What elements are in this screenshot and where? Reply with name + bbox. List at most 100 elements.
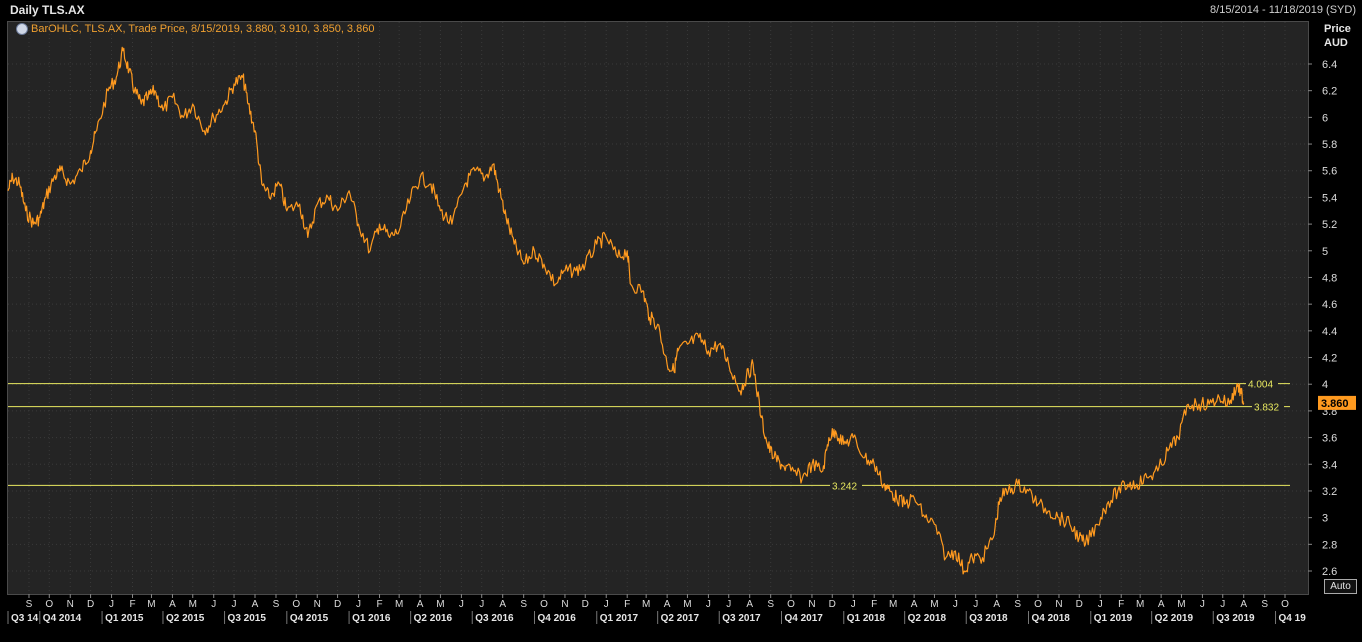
y-tick-label: 5 <box>1322 246 1328 258</box>
month-tick-label: J <box>1098 599 1103 610</box>
last-price-badge <box>1318 395 1356 410</box>
month-tick-label: J <box>851 599 856 610</box>
month-tick-label: N <box>561 599 568 610</box>
month-tick-label: O <box>1034 599 1042 610</box>
month-tick-label: N <box>67 599 74 610</box>
month-tick-label: M <box>395 599 403 610</box>
month-tick-label: J <box>953 599 958 610</box>
month-tick-label: N <box>314 599 321 610</box>
month-tick-label: J <box>459 599 464 610</box>
quarter-tick-label: Q3 2018 <box>969 613 1008 624</box>
y-tick-label: 5.2 <box>1322 219 1337 231</box>
axis-title-price: Price <box>1324 23 1351 35</box>
month-tick-label: J <box>726 599 731 610</box>
quarter-tick-label: Q3 2017 <box>722 613 761 624</box>
quarter-tick-label: Q3 2016 <box>475 613 514 624</box>
month-tick-label: J <box>109 599 114 610</box>
y-tick-label: 3.8 <box>1322 406 1337 418</box>
month-tick-label: D <box>582 599 589 610</box>
month-tick-label: J <box>973 599 978 610</box>
month-tick-label: O <box>1281 599 1289 610</box>
last-price-marker: 3.860 <box>1318 395 1356 410</box>
month-tick-label: O <box>45 599 53 610</box>
month-tick-label: A <box>911 599 918 610</box>
month-tick-label: J <box>706 599 711 610</box>
quarter-tick-label: Q3 2019 <box>1216 613 1255 624</box>
month-tick-label: J <box>479 599 484 610</box>
month-tick-label: F <box>129 599 135 610</box>
month-tick-label: J <box>211 599 216 610</box>
month-tick-label: A <box>169 599 176 610</box>
month-tick-label: A <box>1158 599 1165 610</box>
y-tick-label: 4 <box>1322 379 1328 391</box>
y-tick-label: 2.6 <box>1322 566 1337 578</box>
y-tick-label: 3.2 <box>1322 486 1337 498</box>
month-tick-label: A <box>252 599 259 610</box>
date-range: 8/15/2014 - 11/18/2019 (SYD) <box>1210 4 1356 16</box>
chart-title: Daily TLS.AX <box>10 3 85 17</box>
month-tick-label: J <box>356 599 361 610</box>
quarter-tick-label: Q2 2016 <box>414 613 453 624</box>
y-tick-label: 6 <box>1322 112 1328 124</box>
month-tick-label: O <box>292 599 300 610</box>
title-bar: Daily TLS.AX 8/15/2014 - 11/18/2019 (SYD… <box>0 0 1362 22</box>
month-tick-label: N <box>808 599 815 610</box>
month-tick-label: M <box>889 599 897 610</box>
month-tick-label: M <box>1136 599 1144 610</box>
month-tick-label: A <box>417 599 424 610</box>
last-price-label: 3.860 <box>1321 398 1349 410</box>
month-tick-label: M <box>930 599 938 610</box>
month-tick-label: S <box>1261 599 1268 610</box>
month-tick-label: N <box>1055 599 1062 610</box>
quarter-tick-label: Q4 2016 <box>537 613 576 624</box>
y-tick-label: 5.4 <box>1322 192 1337 204</box>
month-tick-label: S <box>273 599 280 610</box>
quarter-tick-label: Q2 2019 <box>1155 613 1194 624</box>
month-tick-label: O <box>787 599 795 610</box>
quarter-tick-label: Q2 2015 <box>166 613 205 624</box>
quarter-tick-label: Q1 2017 <box>600 613 639 624</box>
y-tick-label: 5.8 <box>1322 139 1337 151</box>
month-tick-label: M <box>1177 599 1185 610</box>
month-tick-label: F <box>376 599 382 610</box>
month-tick-label: S <box>26 599 33 610</box>
quarter-tick-label: Q4 2014 <box>43 613 82 624</box>
month-tick-label: F <box>624 599 630 610</box>
quarter-tick-label: Q1 2015 <box>105 613 144 624</box>
month-tick-label: A <box>664 599 671 610</box>
y-tick-label: 4.4 <box>1322 326 1337 338</box>
axis-title-currency: AUD <box>1324 37 1348 49</box>
month-tick-label: S <box>767 599 774 610</box>
month-tick-label: A <box>1240 599 1247 610</box>
y-tick-label: 4.8 <box>1322 272 1337 284</box>
month-tick-label: S <box>520 599 527 610</box>
y-tick-label: 6.2 <box>1322 86 1337 98</box>
quarter-tick-label: Q1 2018 <box>847 613 886 624</box>
legend-text: BarOHLC, TLS.AX, Trade Price, 8/15/2019,… <box>31 23 375 35</box>
y-tick-label: 3.4 <box>1322 459 1337 471</box>
y-tick-label: 2.8 <box>1322 539 1337 551</box>
series-legend[interactable]: BarOHLC, TLS.AX, Trade Price, 8/15/2019,… <box>16 23 374 35</box>
quarter-tick-label: Q2 2017 <box>661 613 700 624</box>
quarter-tick-label: Q1 2016 <box>352 613 391 624</box>
month-tick-label: M <box>683 599 691 610</box>
month-tick-label: D <box>87 599 94 610</box>
month-tick-label: A <box>499 599 506 610</box>
quarter-tick-label: Q4 19 <box>1279 613 1307 624</box>
month-tick-label: D <box>334 599 341 610</box>
month-tick-label: M <box>189 599 197 610</box>
auto-scale-button[interactable]: Auto <box>1324 579 1357 594</box>
quarter-tick-label: Q2 2018 <box>908 613 947 624</box>
month-tick-label: F <box>1118 599 1124 610</box>
month-tick-label: M <box>147 599 155 610</box>
plot-area[interactable] <box>7 21 1309 595</box>
month-tick-label: O <box>540 599 548 610</box>
month-tick-label: D <box>1076 599 1083 610</box>
y-tick-label: 4.6 <box>1322 299 1337 311</box>
month-tick-label: J <box>232 599 237 610</box>
month-tick-label: J <box>1200 599 1205 610</box>
y-tick-label: 3.6 <box>1322 433 1337 445</box>
quarter-tick-label: Q4 2017 <box>785 613 824 624</box>
